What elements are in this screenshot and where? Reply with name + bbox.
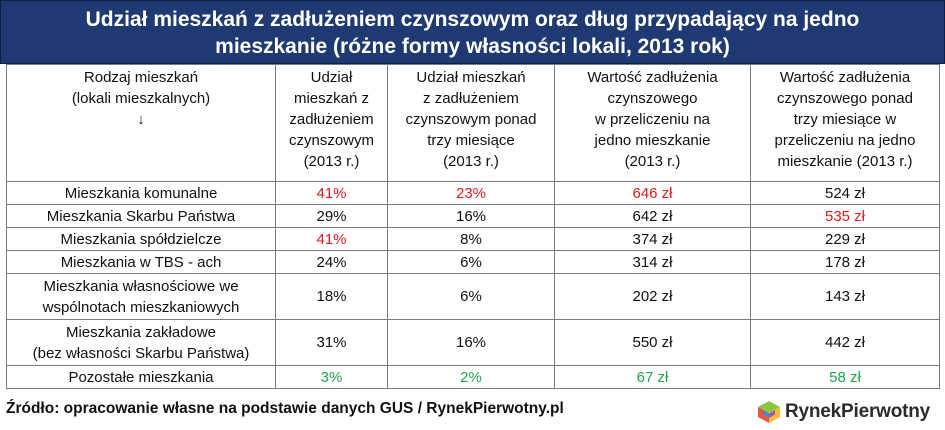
table-row: Pozostałe mieszkania 3% 2% 67 zł 58 zł xyxy=(6,365,940,389)
table-row: Mieszkania w TBS - ach 24% 6% 314 zł 178… xyxy=(6,250,940,274)
debt-cell: 67 zł xyxy=(554,365,751,389)
share-cell: 41% xyxy=(275,227,388,251)
share-3m-cell: 16% xyxy=(387,319,555,366)
header-text: czynszowego xyxy=(607,90,698,107)
header-text: mieszkań z xyxy=(293,90,370,107)
debt-cell: 642 zł xyxy=(554,204,751,228)
header-text: mieszkanie (2013 r.) xyxy=(777,153,913,170)
header-text: Wartość zadłużenia xyxy=(587,69,718,86)
row-label-line: Mieszkania zakładowe xyxy=(65,323,217,341)
debt-cell: 550 zł xyxy=(554,319,751,366)
logo-text: RynekPierwotny xyxy=(785,401,931,422)
header-text: jedno mieszkanie xyxy=(594,132,711,149)
table-row: Mieszkania zakładowe (bez własności Skar… xyxy=(6,319,940,366)
table-row: Mieszkania komunalne 41% 23% 646 zł 524 … xyxy=(6,181,940,205)
debt-table: Rodzaj mieszkań (lokali mieszkalnych) ↓ … xyxy=(6,64,940,389)
debt-3m-cell: 143 zł xyxy=(750,273,940,320)
header-text: trzy miesiące w xyxy=(793,111,897,128)
title-banner: Udział mieszkań z zadłużeniem czynszowym… xyxy=(0,0,945,64)
debt-3m-cell: 442 zł xyxy=(750,319,940,366)
debt-3m-cell: 178 zł xyxy=(750,250,940,274)
share-cell: 3% xyxy=(275,365,388,389)
debt-cell: 374 zł xyxy=(554,227,751,251)
title-line-1: Udział mieszkań z zadłużeniem czynszowym… xyxy=(85,8,860,31)
down-arrow-icon: ↓ xyxy=(137,111,145,128)
share-3m-cell: 16% xyxy=(387,204,555,228)
share-3m-cell: 8% xyxy=(387,227,555,251)
header-text: Wartość zadłużenia xyxy=(779,69,911,86)
header-text: czynszowym ponad xyxy=(405,111,537,128)
header-text: (2013 r.) xyxy=(624,153,681,170)
header-text: (2013 r.) xyxy=(443,153,499,170)
header-text: Udział mieszkań xyxy=(416,69,526,86)
share-cell: 24% xyxy=(275,250,388,274)
header-text: trzy miesiące xyxy=(427,132,515,149)
source-note: Źródło: opracowanie własne na podstawie … xyxy=(6,400,564,417)
row-label: Mieszkania w TBS - ach xyxy=(6,250,276,274)
debt-cell: 314 zł xyxy=(554,250,751,274)
row-label-line: (bez własności Skarbu Państwa) xyxy=(32,344,250,362)
row-label: Mieszkania Skarbu Państwa xyxy=(6,204,276,228)
header-text: zadłużeniem xyxy=(289,111,374,128)
header-debt-3months-per-unit: Wartość zadłużenia czynszowego ponad trz… xyxy=(750,64,940,182)
row-label: Mieszkania zakładowe (bez własności Skar… xyxy=(6,319,276,366)
debt-3m-cell: 524 zł xyxy=(750,181,940,205)
share-cell: 41% xyxy=(275,181,388,205)
header-text: (2013 r.) xyxy=(303,153,360,170)
header-text: Rodzaj mieszkań xyxy=(83,69,199,86)
table-row: Mieszkania własnościowe we wspólnotach m… xyxy=(6,273,940,320)
header-row: Rodzaj mieszkań (lokali mieszkalnych) ↓ … xyxy=(6,64,940,182)
share-cell: 18% xyxy=(275,273,388,320)
header-text: (lokali mieszkalnych) xyxy=(71,90,211,107)
row-label: Mieszkania spółdzielcze xyxy=(6,227,276,251)
header-housing-type: Rodzaj mieszkań (lokali mieszkalnych) ↓ xyxy=(6,64,276,182)
debt-cell: 202 zł xyxy=(554,273,751,320)
row-label-line: wspólnotach mieszkaniowych xyxy=(42,298,240,316)
share-3m-cell: 23% xyxy=(387,181,555,205)
share-cell: 29% xyxy=(275,204,388,228)
share-3m-cell: 2% xyxy=(387,365,555,389)
header-share: Udział mieszkań z zadłużeniem czynszowym… xyxy=(275,64,388,182)
header-debt-per-unit: Wartość zadłużenia czynszowego w przelic… xyxy=(554,64,751,182)
share-cell: 31% xyxy=(275,319,388,366)
table-row: Mieszkania Skarbu Państwa 29% 16% 642 zł… xyxy=(6,204,940,228)
row-label: Pozostałe mieszkania xyxy=(6,365,276,389)
debt-3m-cell: 535 zł xyxy=(750,204,940,228)
debt-3m-cell: 58 zł xyxy=(750,365,940,389)
cube-logo-icon xyxy=(758,401,780,423)
share-3m-cell: 6% xyxy=(387,250,555,274)
share-3m-cell: 6% xyxy=(387,273,555,320)
debt-3m-cell: 229 zł xyxy=(750,227,940,251)
header-text: przeliczeniu na jedno xyxy=(774,132,916,149)
header-text: czynszowym xyxy=(288,132,374,149)
row-label: Mieszkania komunalne xyxy=(6,181,276,205)
table-row: Mieszkania spółdzielcze 41% 8% 374 zł 22… xyxy=(6,227,940,251)
row-label: Mieszkania własnościowe we wspólnotach m… xyxy=(6,273,276,320)
rynekpierwotny-logo: RynekPierwotny xyxy=(757,397,930,427)
header-text: Udział xyxy=(310,69,353,86)
header-text: z zadłużeniem xyxy=(423,90,519,107)
header-text: w przeliczeniu na xyxy=(594,111,711,128)
header-text: czynszowego ponad xyxy=(777,90,913,107)
title-line-2: mieszkanie (różne formy własności lokali… xyxy=(215,35,730,58)
header-share-3months: Udział mieszkań z zadłużeniem czynszowym… xyxy=(387,64,555,182)
debt-cell: 646 zł xyxy=(554,181,751,205)
row-label-line: Mieszkania własnościowe we xyxy=(43,277,239,295)
